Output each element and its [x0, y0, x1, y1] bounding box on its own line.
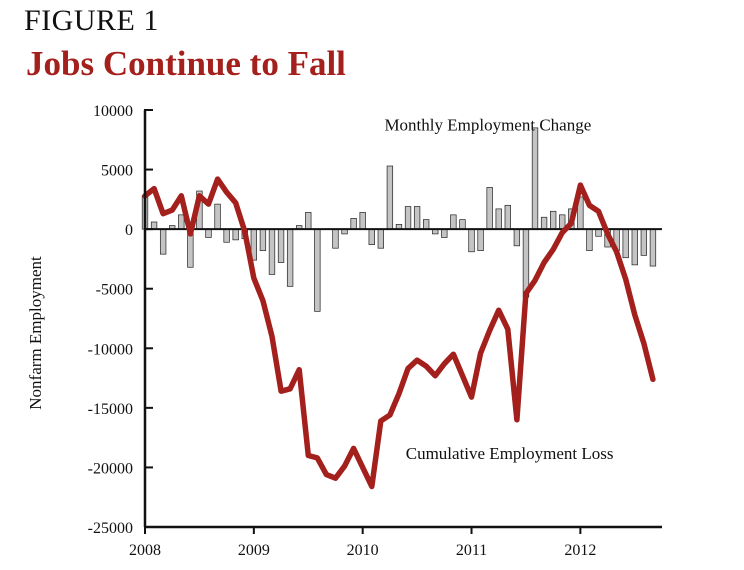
monthly-change-bar	[377, 228, 384, 249]
monthly-change-bar	[649, 228, 657, 267]
x-tick-label: 2011	[456, 542, 487, 559]
y-tick-label: -5000	[96, 282, 133, 299]
monthly-change-bar	[513, 228, 521, 247]
monthly-change-bar	[223, 228, 230, 243]
monthly-change-bar	[368, 228, 375, 245]
monthly-change-bar	[404, 206, 412, 230]
x-tick-label: 2009	[238, 542, 270, 559]
annotation-cumulative-loss: Cumulative Employment Loss	[406, 444, 614, 463]
monthly-change-bar	[178, 214, 185, 230]
monthly-change-bar	[268, 228, 276, 275]
monthly-change-bar	[504, 204, 511, 230]
monthly-change-bar	[159, 228, 167, 255]
monthly-change-bar	[531, 127, 539, 230]
monthly-change-bar	[486, 187, 493, 230]
monthly-change-bar	[477, 228, 484, 251]
monthly-change-bar	[232, 228, 239, 241]
monthly-change-bar	[441, 228, 448, 238]
chart-title: Jobs Continue to Fall	[26, 44, 346, 83]
x-tick-label: 2008	[129, 542, 161, 559]
monthly-change-bar	[305, 212, 312, 230]
monthly-change-bar	[495, 208, 502, 230]
monthly-change-bar	[549, 210, 557, 230]
monthly-change-bar	[459, 219, 466, 230]
monthly-change-bar	[314, 228, 321, 312]
x-tick-label: 2012	[564, 542, 596, 559]
y-tick-label: -15000	[88, 401, 133, 418]
monthly-change-bar	[640, 228, 648, 256]
monthly-change-bar	[214, 203, 221, 230]
y-axis-ticks: 10000 5000 0 -5000 -10000 -15000 -20000 -25000	[88, 103, 153, 537]
annotation-monthly-change: Monthly Employment Change	[384, 115, 591, 134]
axes	[143, 110, 662, 529]
y-tick-label: 5000	[101, 163, 133, 180]
monthly-change-bar	[205, 228, 212, 238]
monthly-change-bar	[286, 228, 294, 287]
monthly-change-bar	[386, 165, 394, 230]
monthly-change-bar	[332, 228, 339, 249]
bar-series	[141, 127, 657, 312]
monthly-change-bar	[413, 206, 421, 230]
y-tick-label: -25000	[88, 520, 133, 537]
monthly-change-bar	[423, 219, 430, 230]
monthly-change-bar	[540, 216, 548, 230]
monthly-change-bar	[350, 218, 357, 230]
monthly-change-bar	[150, 221, 158, 230]
monthly-change-bar	[277, 228, 285, 263]
y-tick-label: 0	[125, 222, 133, 239]
cumulative-employment-line	[142, 176, 656, 490]
x-axis-ticks: 2008 2009 2010 2011 2012	[129, 526, 596, 559]
monthly-change-bar	[450, 214, 457, 230]
figure-label: FIGURE 1	[24, 4, 159, 37]
y-tick-label: 10000	[93, 103, 133, 120]
y-tick-label: -10000	[88, 341, 133, 358]
x-tick-label: 2010	[347, 542, 379, 559]
monthly-change-bar	[595, 228, 602, 237]
monthly-change-bar	[631, 228, 638, 266]
monthly-change-bar	[359, 212, 366, 230]
monthly-change-bar	[468, 228, 475, 253]
y-tick-label: -20000	[88, 460, 133, 477]
monthly-change-bar	[622, 228, 629, 259]
y-axis-label: Nonfarm Employment	[26, 256, 45, 410]
monthly-change-bar	[259, 228, 267, 251]
monthly-change-bar	[586, 228, 593, 251]
